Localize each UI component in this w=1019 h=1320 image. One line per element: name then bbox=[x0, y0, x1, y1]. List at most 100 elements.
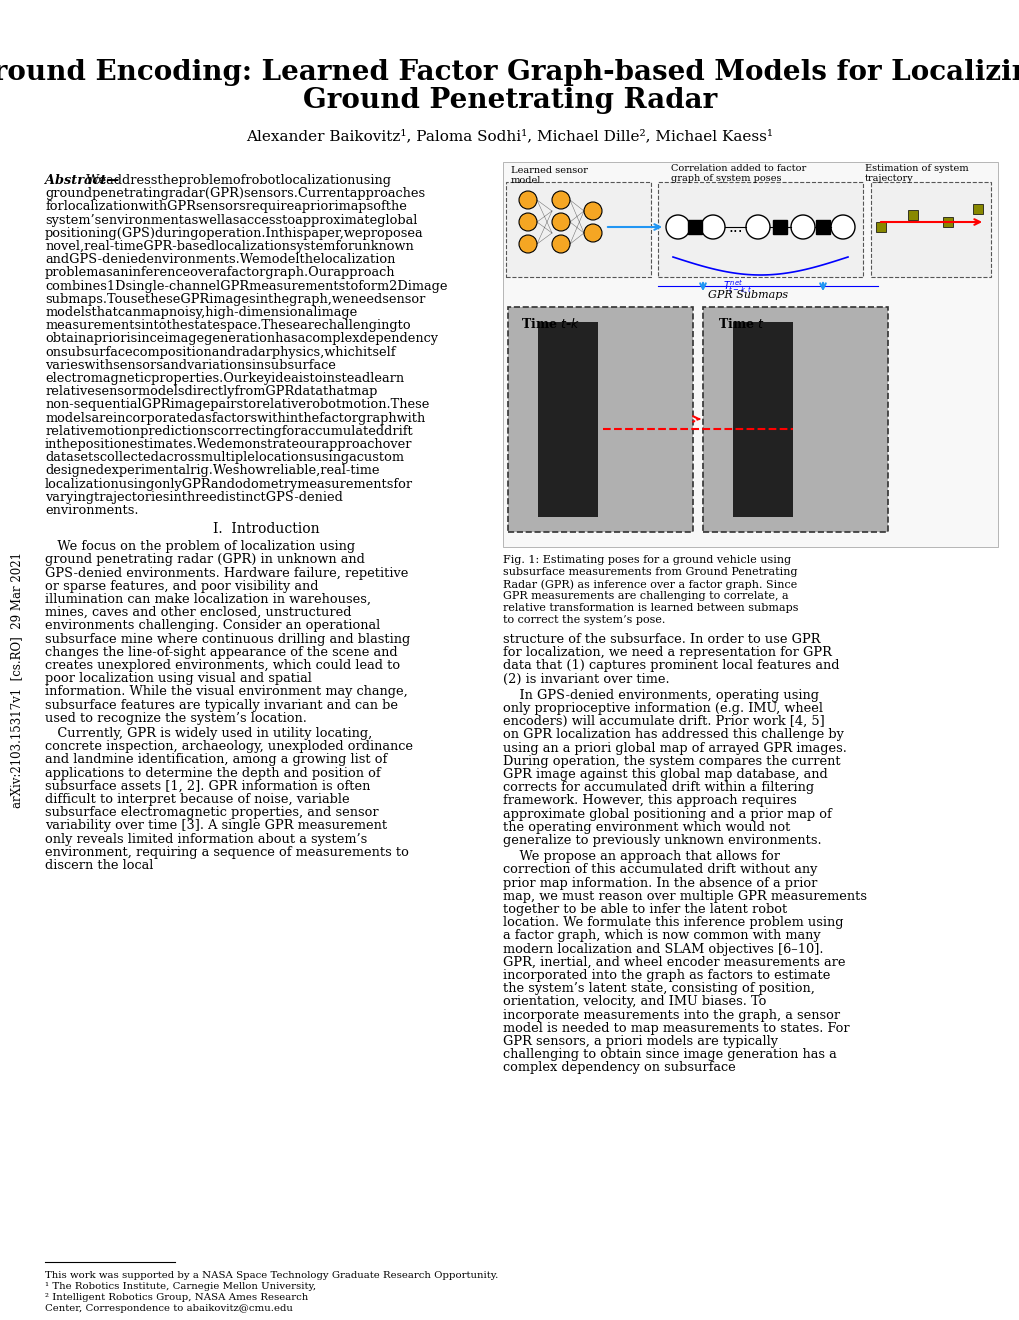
Text: illumination can make localization in warehouses,: illumination can make localization in wa… bbox=[45, 593, 371, 606]
Text: model: model bbox=[511, 176, 541, 185]
Bar bbox=[733, 322, 792, 517]
Text: Radar (GPR) as inference over a factor graph. Since: Radar (GPR) as inference over a factor g… bbox=[502, 579, 797, 590]
Text: (2) is invariant over time.: (2) is invariant over time. bbox=[502, 673, 668, 685]
Text: We propose an approach that allows for: We propose an approach that allows for bbox=[502, 850, 780, 863]
Text: used to recognize the system’s location.: used to recognize the system’s location. bbox=[45, 711, 307, 725]
Text: problemasaninferenceoverafactorgraph.Ourapproach: problemasaninferenceoverafactorgraph.Our… bbox=[45, 267, 395, 280]
Text: complex dependency on subsurface: complex dependency on subsurface bbox=[502, 1061, 735, 1074]
Text: Currently, GPR is widely used in utility locating,: Currently, GPR is widely used in utility… bbox=[45, 727, 372, 741]
Text: and landmine identification, among a growing list of: and landmine identification, among a gro… bbox=[45, 754, 387, 767]
Text: novel,real-timeGPR-basedlocalizationsystemforunknown: novel,real-timeGPR-basedlocalizationsyst… bbox=[45, 240, 414, 253]
Circle shape bbox=[790, 215, 814, 239]
Text: Center, Correspondence to abaikovitz@cmu.edu: Center, Correspondence to abaikovitz@cmu… bbox=[45, 1304, 292, 1313]
Text: together to be able to infer the latent robot: together to be able to infer the latent … bbox=[502, 903, 787, 916]
Text: encoders) will accumulate drift. Prior work [4, 5]: encoders) will accumulate drift. Prior w… bbox=[502, 715, 824, 729]
Text: information. While the visual environment may change,: information. While the visual environmen… bbox=[45, 685, 408, 698]
Text: incorporate measurements into the graph, a sensor: incorporate measurements into the graph,… bbox=[502, 1008, 840, 1022]
Text: Alexander Baikovitz¹, Paloma Sodhi¹, Michael Dille², Michael Kaess¹: Alexander Baikovitz¹, Paloma Sodhi¹, Mic… bbox=[247, 129, 772, 143]
Text: generalize to previously unknown environments.: generalize to previously unknown environ… bbox=[502, 834, 821, 847]
Bar bbox=[943, 216, 952, 227]
Text: relative transformation is learned between submaps: relative transformation is learned betwe… bbox=[502, 603, 798, 612]
Text: map, we must reason over multiple GPR measurements: map, we must reason over multiple GPR me… bbox=[502, 890, 866, 903]
Text: ground penetrating radar (GPR) in unknown and: ground penetrating radar (GPR) in unknow… bbox=[45, 553, 365, 566]
Text: orientation, velocity, and IMU biases. To: orientation, velocity, and IMU biases. T… bbox=[502, 995, 765, 1008]
Text: using an a priori global map of arrayed GPR images.: using an a priori global map of arrayed … bbox=[502, 742, 846, 755]
Text: inthepositionestimates.Wedemonstrateourapproachover: inthepositionestimates.Wedemonstrateoura… bbox=[45, 438, 412, 451]
Text: groundpenetratingradar(GPR)sensors.Currentapproaches: groundpenetratingradar(GPR)sensors.Curre… bbox=[45, 187, 425, 201]
Text: subsurface assets [1, 2]. GPR information is often: subsurface assets [1, 2]. GPR informatio… bbox=[45, 780, 370, 793]
Text: measurementsintothestatespace.Thesearechallengingto: measurementsintothestatespace.Thesearech… bbox=[45, 319, 411, 333]
Bar bbox=[772, 220, 787, 234]
Text: poor localization using visual and spatial: poor localization using visual and spati… bbox=[45, 672, 312, 685]
Text: framework. However, this approach requires: framework. However, this approach requir… bbox=[502, 795, 796, 808]
Text: GPR measurements are challenging to correlate, a: GPR measurements are challenging to corr… bbox=[502, 591, 788, 601]
Text: Correlation added to factor: Correlation added to factor bbox=[671, 164, 805, 173]
Text: only proprioceptive information (e.g. IMU, wheel: only proprioceptive information (e.g. IM… bbox=[502, 702, 822, 715]
Text: relativesensormodelsdirectlyfromGPRdatathatmap: relativesensormodelsdirectlyfromGPRdatat… bbox=[45, 385, 377, 399]
Text: for localization, we need a representation for GPR: for localization, we need a representati… bbox=[502, 647, 832, 659]
Text: model is needed to map measurements to states. For: model is needed to map measurements to s… bbox=[502, 1022, 849, 1035]
Text: discern the local: discern the local bbox=[45, 859, 153, 873]
Text: positioning(GPS)duringoperation.Inthispaper,weproposea: positioning(GPS)duringoperation.Inthispa… bbox=[45, 227, 423, 240]
Text: Ground Encoding: Learned Factor Graph-based Models for Localizing: Ground Encoding: Learned Factor Graph-ba… bbox=[0, 58, 1019, 86]
Text: creates unexplored environments, which could lead to: creates unexplored environments, which c… bbox=[45, 659, 399, 672]
Text: ² Intelligent Robotics Group, NASA Ames Research: ² Intelligent Robotics Group, NASA Ames … bbox=[45, 1294, 308, 1302]
Circle shape bbox=[584, 224, 601, 242]
Text: varyingtrajectoriesinthreedistinctGPS-denied: varyingtrajectoriesinthreedistinctGPS-de… bbox=[45, 491, 342, 504]
Text: Time $t$-$k$: Time $t$-$k$ bbox=[521, 317, 580, 331]
Text: GPR image against this global map database, and: GPR image against this global map databa… bbox=[502, 768, 827, 781]
Text: only reveals limited information about a system’s: only reveals limited information about a… bbox=[45, 833, 367, 846]
Circle shape bbox=[519, 235, 536, 253]
Text: to correct the system’s pose.: to correct the system’s pose. bbox=[502, 615, 664, 624]
Bar bbox=[815, 220, 829, 234]
Text: Estimation of system: Estimation of system bbox=[864, 164, 968, 173]
Text: or sparse features, and poor visibility and: or sparse features, and poor visibility … bbox=[45, 579, 318, 593]
Text: mines, caves and other enclosed, unstructured: mines, caves and other enclosed, unstruc… bbox=[45, 606, 352, 619]
Text: datasetscollectedacrossmultiplelocationsusingacustom: datasetscollectedacrossmultiplelocations… bbox=[45, 451, 404, 465]
Text: a factor graph, which is now common with many: a factor graph, which is now common with… bbox=[502, 929, 820, 942]
Text: Time $t$: Time $t$ bbox=[717, 317, 764, 331]
Text: designedexperimentalrig.Weshowreliable,real-time: designedexperimentalrig.Weshowreliable,r… bbox=[45, 465, 379, 478]
Text: non-sequentialGPRimagepairstorelativerobotmotion.These: non-sequentialGPRimagepairstorelativerob… bbox=[45, 399, 429, 412]
Bar bbox=[688, 220, 702, 234]
Text: electromagneticproperties.Ourkeyideaistoinsteadlearn: electromagneticproperties.Ourkeyideaisto… bbox=[45, 372, 404, 385]
Text: Weaddresstheproblemofrobotlocalizationusing: Weaddresstheproblemofrobotlocalizationus… bbox=[45, 174, 390, 187]
Text: Abstract—: Abstract— bbox=[45, 174, 119, 187]
FancyBboxPatch shape bbox=[657, 182, 862, 277]
Text: Ground Penetrating Radar: Ground Penetrating Radar bbox=[303, 87, 716, 114]
Circle shape bbox=[830, 215, 854, 239]
Text: This work was supported by a NASA Space Technology Graduate Research Opportunity: This work was supported by a NASA Space … bbox=[45, 1271, 498, 1280]
Text: the operating environment which would not: the operating environment which would no… bbox=[502, 821, 790, 834]
Text: prior map information. In the absence of a prior: prior map information. In the absence of… bbox=[502, 876, 816, 890]
Circle shape bbox=[665, 215, 689, 239]
Circle shape bbox=[745, 215, 769, 239]
Text: Fig. 1: Estimating poses for a ground vehicle using: Fig. 1: Estimating poses for a ground ve… bbox=[502, 554, 791, 565]
Text: incorporated into the graph as factors to estimate: incorporated into the graph as factors t… bbox=[502, 969, 829, 982]
Text: system’senvironmentaswellasaccesstoapproximateglobal: system’senvironmentaswellasaccesstoappro… bbox=[45, 214, 417, 227]
Text: difficult to interpret because of noise, variable: difficult to interpret because of noise,… bbox=[45, 793, 350, 807]
Text: GPS-denied environments. Hardware failure, repetitive: GPS-denied environments. Hardware failur… bbox=[45, 566, 408, 579]
Text: correction of this accumulated drift without any: correction of this accumulated drift wit… bbox=[502, 863, 816, 876]
Circle shape bbox=[551, 235, 570, 253]
Text: concrete inspection, archaeology, unexploded ordinance: concrete inspection, archaeology, unexpl… bbox=[45, 741, 413, 754]
Text: $T^{net}_{t-k,t}$: $T^{net}_{t-k,t}$ bbox=[722, 279, 752, 297]
Bar bbox=[907, 210, 917, 220]
Circle shape bbox=[551, 191, 570, 209]
Text: modern localization and SLAM objectives [6–10].: modern localization and SLAM objectives … bbox=[502, 942, 822, 956]
Text: applications to determine the depth and position of: applications to determine the depth and … bbox=[45, 767, 380, 780]
Text: ...: ... bbox=[728, 219, 742, 235]
Text: location. We formulate this inference problem using: location. We formulate this inference pr… bbox=[502, 916, 843, 929]
FancyBboxPatch shape bbox=[502, 162, 997, 546]
Text: obtainapriorisinceimagegenerationhasacomplexdependency: obtainapriorisinceimagegenerationhasacom… bbox=[45, 333, 437, 346]
Text: submaps.TousetheseGPRimagesinthegraph,weneedsensor: submaps.TousetheseGPRimagesinthegraph,we… bbox=[45, 293, 425, 306]
Bar bbox=[537, 322, 597, 517]
Text: subsurface mine where continuous drilling and blasting: subsurface mine where continuous drillin… bbox=[45, 632, 410, 645]
Text: graph of system poses: graph of system poses bbox=[671, 174, 781, 183]
Text: forlocalizationwithGPRsensorsrequireapriorimapsofthe: forlocalizationwithGPRsensorsrequireapri… bbox=[45, 201, 407, 214]
FancyBboxPatch shape bbox=[702, 308, 888, 532]
Text: subsurface features are typically invariant and can be: subsurface features are typically invari… bbox=[45, 698, 397, 711]
Text: modelsthatcanmapnoisy,high-dimensionalimage: modelsthatcanmapnoisy,high-dimensionalim… bbox=[45, 306, 357, 319]
FancyBboxPatch shape bbox=[505, 182, 650, 277]
Text: environment, requiring a sequence of measurements to: environment, requiring a sequence of mea… bbox=[45, 846, 409, 859]
Text: combines1Dsingle-channelGPRmeasurementstoform2Dimage: combines1Dsingle-channelGPRmeasurementst… bbox=[45, 280, 447, 293]
